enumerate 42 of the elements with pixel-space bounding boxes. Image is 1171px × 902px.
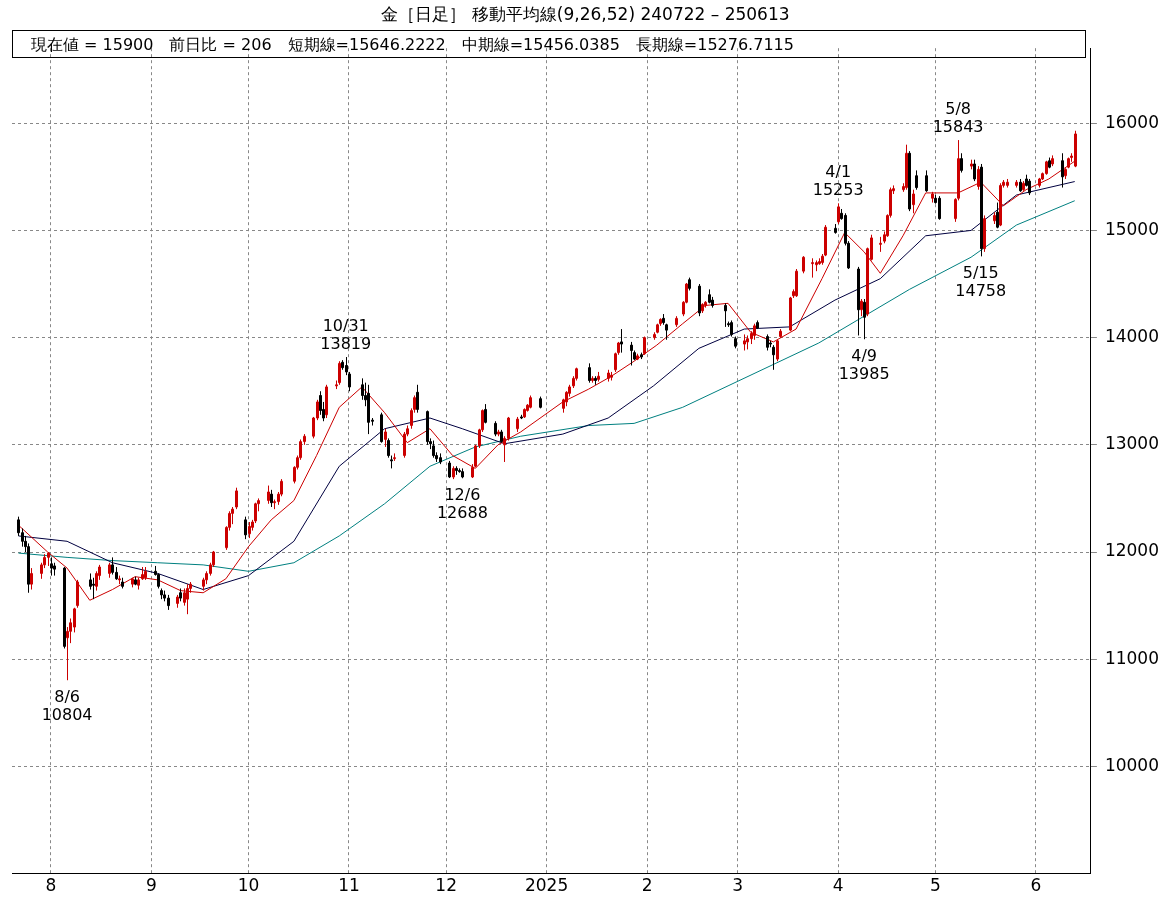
y-tick-label: 12000	[1104, 540, 1160, 561]
x-tick-label: 11	[338, 875, 360, 896]
x-tick-label: 8	[45, 875, 57, 896]
candlestick	[235, 487, 238, 510]
chart-title: 金［日足］ 移動平均線(9,26,52) 240722 – 250613	[380, 3, 791, 26]
x-tick-label: 2025	[524, 875, 569, 896]
chart-subtitle: 現在値 = 15900 前日比 = 206 短期線=15646.2222 中期線=15456.0385 長期線=15276.7115	[12, 30, 1086, 58]
candlestick	[811, 257, 814, 279]
annotation: 12/6 12688	[436, 485, 488, 523]
annotation: 4/9 13985	[838, 346, 890, 384]
x-tick-label: 9	[145, 875, 157, 896]
annotation: 5/15 14758	[955, 263, 1007, 301]
x-tick-label: 6	[1030, 875, 1042, 896]
candlestick	[267, 485, 270, 505]
candlestick	[999, 182, 1002, 227]
candlestick	[73, 607, 76, 633]
candlestick	[30, 567, 33, 591]
candlestick	[507, 416, 510, 442]
x-tick-label: 4	[832, 875, 844, 896]
candlestick	[643, 336, 646, 356]
y-tick-label: 11000	[1104, 647, 1160, 668]
y-tick-label: 14000	[1104, 326, 1160, 347]
candlestick	[325, 384, 328, 419]
y-tick-label: 10000	[1104, 754, 1160, 775]
candlestick	[983, 214, 986, 253]
x-tick-label: 5	[929, 875, 941, 896]
candlestick	[977, 165, 980, 191]
x-tick-label: 10	[237, 875, 260, 896]
y-tick-label: 13000	[1104, 433, 1160, 454]
candlestick	[776, 339, 779, 362]
x-tick-label: 12	[435, 875, 457, 896]
candlestick	[384, 428, 387, 448]
x-tick-label: 3	[732, 875, 744, 896]
candlestick	[912, 189, 915, 214]
x-tick-label: 2	[641, 875, 653, 896]
annotation: 5/8 15843	[932, 99, 984, 137]
annotation: 4/1 15253	[812, 162, 864, 200]
annotation: 8/6 10804	[41, 687, 93, 725]
y-tick-label: 15000	[1104, 218, 1160, 239]
candlestick	[960, 152, 963, 174]
annotation: 10/31 13819	[320, 316, 372, 354]
y-tick-label: 16000	[1104, 111, 1160, 132]
